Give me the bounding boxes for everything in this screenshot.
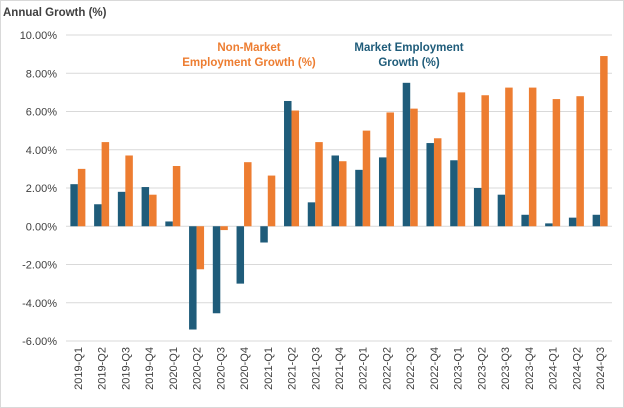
y-tick-label: -2.00%: [22, 260, 57, 272]
bar-non-market: [505, 87, 513, 227]
bar-non-market: [196, 226, 205, 270]
x-tick-label: 2021-Q2: [287, 347, 299, 390]
bar-market: [236, 226, 245, 284]
bar-non-market: [552, 99, 561, 227]
x-tick-label: 2022-Q3: [405, 347, 417, 390]
x-tick-label: 2019-Q4: [144, 347, 156, 390]
bar-non-market: [457, 92, 466, 227]
y-tick-labels: -6.00% -4.00% -2.00% 0.00% 2.00% 4.00% 6.00% 8.…: [20, 30, 58, 348]
x-tick-label: 2021-Q3: [310, 347, 322, 390]
bar-market: [284, 100, 292, 227]
bar-non-market: [576, 96, 584, 227]
y-tick-label: 8.00%: [26, 68, 57, 80]
bar-non-market: [291, 110, 300, 227]
bar-non-market: [410, 108, 418, 227]
bars: [70, 56, 608, 330]
bar-market: [212, 226, 221, 314]
annotation-line: Non-Market: [217, 42, 280, 54]
bar-market: [521, 214, 529, 227]
x-tick-label: 2019-Q2: [97, 347, 109, 390]
x-tick-label: 2024-Q3: [595, 347, 607, 390]
bar-market: [94, 204, 102, 227]
bar-market: [568, 217, 577, 227]
bar-non-market: [125, 155, 133, 227]
bar-non-market: [267, 175, 276, 227]
bar-non-market: [600, 56, 608, 227]
annotation-market: Market Employment Growth (%): [354, 42, 463, 69]
annotation-line: Market Employment: [354, 42, 463, 54]
x-tick-label: 2024-Q1: [548, 347, 560, 390]
y-tick-label: 10.00%: [20, 30, 58, 42]
bar-non-market: [386, 112, 394, 227]
x-tick-label: 2020-Q1: [168, 347, 180, 390]
bar-non-market: [528, 87, 537, 227]
bar-non-market: [433, 138, 442, 227]
bar-market: [331, 155, 339, 227]
y-tick-label: 0.00%: [26, 221, 57, 233]
bar-non-market: [315, 142, 323, 227]
bar-market: [545, 223, 553, 227]
bar-market: [141, 187, 150, 227]
bar-market: [189, 226, 197, 330]
bar-market: [426, 143, 434, 227]
bar-market: [117, 191, 126, 227]
bar-market: [307, 202, 316, 227]
gridlines: [66, 34, 612, 342]
bar-market: [592, 214, 601, 227]
bar-non-market: [481, 95, 489, 227]
bar-non-market: [77, 168, 86, 227]
x-tick-label: 2022-Q1: [358, 347, 370, 390]
bar-market: [165, 221, 173, 227]
bar-market: [497, 194, 506, 227]
y-tick-label: 2.00%: [26, 183, 57, 195]
y-tick-label: -4.00%: [22, 298, 57, 310]
bar-non-market: [362, 130, 371, 227]
annotation-non-market: Non-Market Employment Growth (%): [182, 42, 316, 69]
bar-market: [378, 157, 387, 227]
x-tick-label: 2019-Q1: [73, 347, 85, 390]
x-tick-label: 2023-Q2: [476, 347, 488, 390]
y-tick-label: -6.00%: [22, 336, 57, 348]
bar-non-market: [149, 194, 157, 227]
annotation-line: Growth (%): [378, 57, 439, 69]
y-tick-label: 6.00%: [26, 107, 57, 119]
x-tick-label: 2020-Q3: [215, 347, 227, 390]
x-tick-label: 2022-Q2: [381, 347, 393, 390]
bar-non-market: [339, 161, 347, 227]
x-tick-label: 2023-Q4: [524, 347, 536, 390]
x-tick-label: 2024-Q2: [571, 347, 583, 390]
x-tick-label: 2022-Q4: [429, 347, 441, 390]
x-tick-labels: 2019-Q1 2019-Q2 2019-Q3 2019-Q4 2020-Q1 2020-…: [73, 347, 607, 390]
bar-market: [473, 188, 482, 227]
bar-market: [402, 82, 411, 227]
y-axis-title: Annual Growth (%): [3, 7, 107, 19]
x-tick-label: 2021-Q1: [263, 347, 275, 390]
bar-non-market: [172, 166, 181, 227]
x-tick-label: 2020-Q2: [192, 347, 204, 390]
bar-market: [260, 226, 268, 243]
bar-market: [70, 184, 78, 227]
annotation-line: Employment Growth (%): [182, 57, 316, 69]
x-tick-label: 2023-Q1: [453, 347, 465, 390]
x-tick-label: 2019-Q3: [120, 347, 132, 390]
bar-market: [355, 169, 363, 227]
x-tick-label: 2021-Q4: [334, 347, 346, 390]
bar-non-market: [220, 226, 228, 231]
y-tick-label: 4.00%: [26, 145, 57, 157]
bar-market: [450, 160, 458, 227]
bar-non-market: [101, 142, 110, 227]
series-annotations: Non-Market Employment Growth (%) Market Em…: [182, 42, 464, 69]
x-tick-label: 2023-Q3: [500, 347, 512, 390]
bar-non-market: [244, 162, 252, 227]
x-tick-label: 2020-Q4: [239, 347, 251, 390]
